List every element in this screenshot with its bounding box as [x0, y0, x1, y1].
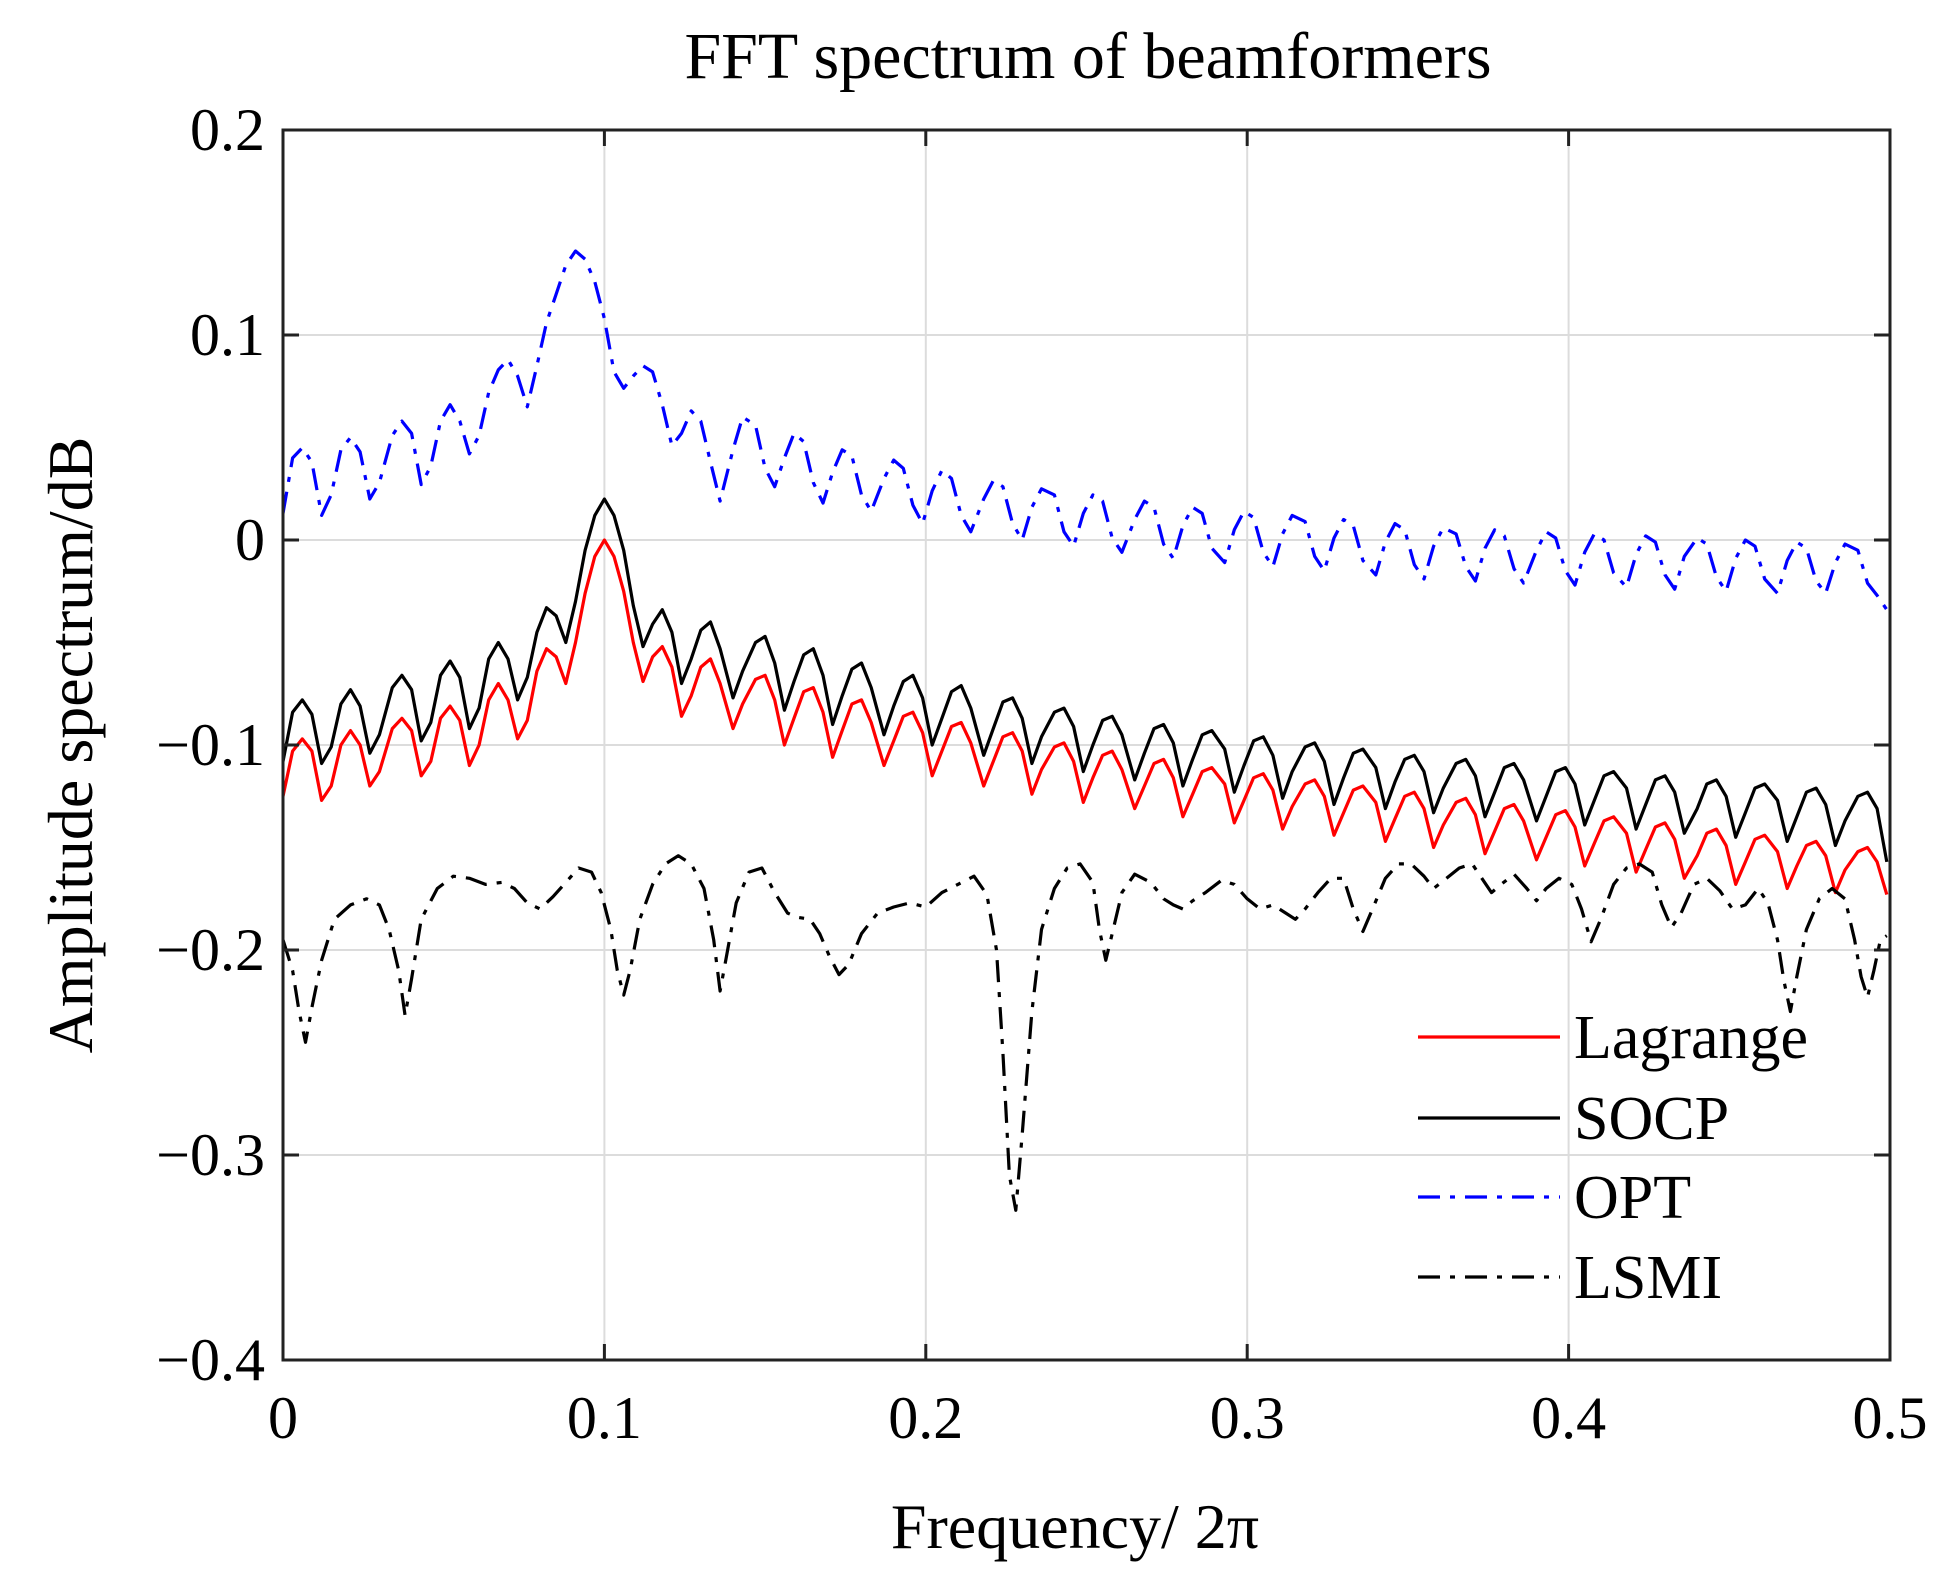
x-tick-label: 0.5 — [1853, 1385, 1928, 1451]
y-tick-label: −0.3 — [156, 1122, 265, 1188]
legend-label-lagrange: Lagrange — [1574, 1004, 1808, 1072]
x-tick-label: 0.4 — [1531, 1385, 1606, 1451]
y-tick-label: −0.1 — [156, 712, 265, 778]
series-line-lsmi — [281, 854, 1888, 1212]
y-tick-label: 0 — [235, 507, 265, 573]
y-tick-labels: −0.4 −0.3 −0.2 −0.1 0 0.1 0.2 — [156, 97, 265, 1393]
x-tick-label: 0.2 — [888, 1385, 963, 1451]
y-axis-label: Amplitude spectrum/dB — [35, 437, 106, 1054]
legend-item-lagrange: Lagrange — [1418, 1004, 1808, 1072]
y-tick-label: 0.1 — [190, 302, 265, 368]
legend-item-opt: OPT — [1418, 1164, 1691, 1232]
x-tick-label: 0.3 — [1210, 1385, 1285, 1451]
legend-label-opt: OPT — [1574, 1164, 1691, 1232]
x-tick-labels: 0 0.1 0.2 0.3 0.4 0.5 — [268, 1385, 1928, 1451]
x-tick-label: 0.1 — [567, 1385, 642, 1451]
legend-label-socp: SOCP — [1574, 1085, 1729, 1153]
legend: Lagrange SOCP OPT LSMI — [1418, 1004, 1808, 1312]
series-line-socp — [281, 497, 1889, 863]
series-line-opt — [281, 249, 1889, 611]
x-axis-label: Frequency/ 2π — [891, 1491, 1259, 1562]
y-tick-label: −0.2 — [156, 917, 265, 983]
series-line-lagrange — [281, 538, 1889, 896]
y-tick-label: 0.2 — [190, 97, 265, 163]
legend-item-lsmi: LSMI — [1418, 1244, 1722, 1312]
legend-item-socp: SOCP — [1418, 1085, 1729, 1153]
x-tick-label: 0 — [268, 1385, 298, 1451]
legend-label-lsmi: LSMI — [1574, 1244, 1722, 1312]
series-lines — [281, 249, 1889, 1212]
tick-marks — [281, 128, 1892, 1362]
chart-title: FFT spectrum of beamformers — [684, 20, 1491, 93]
y-tick-label: −0.4 — [156, 1327, 265, 1393]
